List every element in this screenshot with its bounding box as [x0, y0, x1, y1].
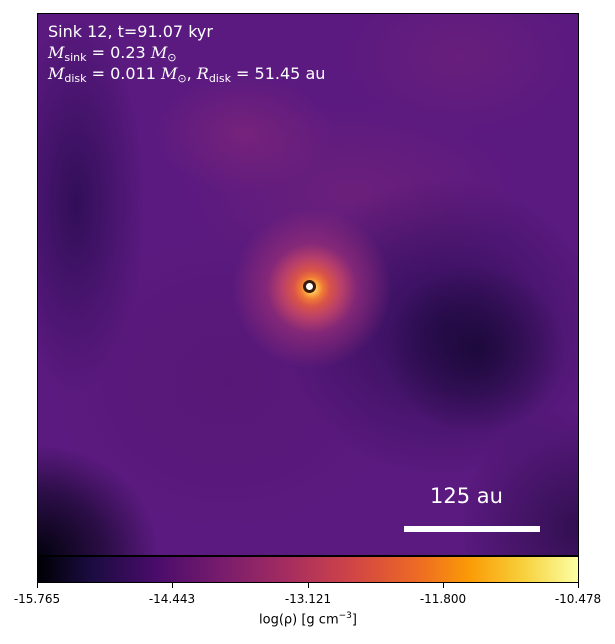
sink-marker — [303, 280, 316, 293]
colorbar-tick — [578, 583, 579, 588]
m-disk-unit-subscript: ⊙ — [177, 72, 187, 85]
r-disk-value: = 51.45 au — [230, 64, 326, 83]
sink-title: Sink 12, t=91.07 kyr — [48, 22, 213, 41]
colorbar-tick-label: -11.800 — [419, 592, 467, 606]
r-disk-symbol: R — [196, 64, 209, 83]
colorbar — [37, 556, 579, 583]
density-map: Sink 12, t=91.07 kyr Msink = 0.23 M⊙ Mdi… — [37, 13, 579, 556]
scalebar-label: 125 au — [430, 484, 503, 508]
colorbar-tick — [308, 583, 309, 588]
m-disk-unit: M — [161, 64, 178, 83]
colorbar-tick — [37, 583, 38, 588]
colorbar-label: log(ρ) [g cm−3] — [259, 611, 357, 627]
colorbar-tick — [172, 583, 173, 588]
colorbar-label-end: ] — [351, 612, 357, 628]
colorbar-label-exponent: −3 — [338, 611, 352, 621]
m-disk-subscript: disk — [64, 72, 87, 85]
colorbar-tick-label: -13.121 — [284, 592, 332, 606]
colorbar-tick-label: -14.443 — [148, 592, 196, 606]
colorbar-label-main: log(ρ) [g cm — [259, 612, 339, 628]
scalebar — [404, 526, 540, 532]
sink-mass-line: Msink = 0.23 M⊙ — [48, 43, 176, 68]
separator: , — [186, 64, 197, 83]
m-sink-symbol: M — [48, 43, 65, 62]
disk-properties-line: Mdisk = 0.011 M⊙, Rdisk = 51.45 au — [48, 64, 325, 89]
m-sink-unit-subscript: ⊙ — [167, 51, 177, 64]
colorbar-tick — [443, 583, 444, 588]
m-sink-value: = 0.23 — [86, 43, 151, 62]
m-sink-subscript: sink — [64, 51, 87, 64]
m-disk-value: = 0.011 — [86, 64, 161, 83]
m-sink-unit: M — [150, 43, 168, 62]
r-disk-subscript: disk — [208, 72, 231, 85]
m-disk-symbol: M — [48, 64, 65, 83]
colorbar-tick-label: -10.478 — [554, 592, 602, 606]
colorbar-tick-label: -15.765 — [13, 592, 61, 606]
